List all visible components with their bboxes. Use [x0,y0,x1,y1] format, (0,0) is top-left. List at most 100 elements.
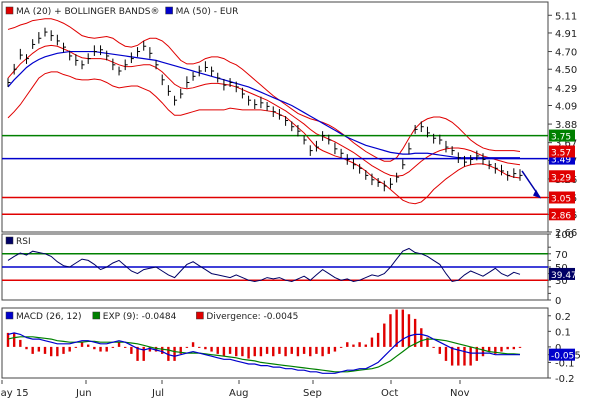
divergence-bar [302,346,306,354]
divergence-bar [111,346,115,348]
price-badge-bg [549,170,575,183]
level-badge-bg [549,208,575,221]
divergence-bar [284,346,287,357]
divergence-bar [333,346,337,352]
macd-tick-label: -0.2 [555,374,575,385]
level-badge-bg [549,129,575,142]
x-tick-label: Oct [381,388,398,399]
x-tick-label: May 15 [0,388,29,399]
level-badge-text: 3.05 [551,195,571,205]
x-axis: May 15 Jun Jul Aug Sep Oct Nov [0,380,470,399]
macd-tick-label: 0.2 [555,312,571,323]
divergence-bar [49,346,53,357]
divergence-bar [457,346,460,366]
divergence-bar [401,309,404,347]
divergence-bar [290,346,293,354]
price-tick-label: 5.11 [555,11,577,22]
x-tick-label: Jun [75,388,92,399]
divergence-bar [37,346,41,352]
divergence-bar [309,346,312,357]
divergence-bar [352,344,355,347]
divergence-bar [420,328,423,347]
trend-arrow-head [533,189,541,199]
macd-legend-bg [4,309,304,320]
divergence-bar [265,346,269,354]
divergence-bar [512,346,516,350]
macd-tick-label: 0.1 [555,327,571,338]
divergence-bar [494,346,497,354]
divergence-bar [6,332,10,347]
x-tick-label: Aug [229,388,249,399]
divergence-bar [62,346,65,354]
divergence-bar [376,332,380,347]
divergence-bar [167,346,170,361]
price-panel: 5.114.914.704.504.294.093.883.673.473.26… [1,1,577,239]
price-tick-label: 3.67 [555,139,577,150]
divergence-bar [136,346,139,361]
price-tick-label: 4.91 [555,29,577,40]
price-badge-text: 3.57 [551,149,571,159]
price-tick-label: 4.09 [555,102,577,113]
divergence-bar [426,337,429,347]
divergence-bar [43,346,47,354]
macd-legend-label: EXP (9): -0.0484 [103,312,177,322]
divergence-bar [413,318,417,347]
divergence-bar [12,332,16,347]
rsi-tick-label: 0 [555,296,561,307]
divergence-bar [142,346,145,361]
price-tick-label: 4.29 [555,84,577,95]
level-badge-text: 3.49 [551,156,571,166]
ma20-line [7,44,521,177]
divergence-bar [25,346,28,350]
divergence-bar [235,346,238,357]
divergence-bar [278,346,281,354]
divergence-bar [395,309,398,347]
divergence-bar [68,346,71,352]
x-tick-label: Nov [450,388,470,399]
divergence-bar [185,346,189,348]
divergence-bar [475,346,479,361]
price-tick-label: 2.66 [555,228,577,239]
divergence-bar [383,323,386,347]
divergence-bar [259,346,263,357]
divergence-bar [210,346,213,352]
divergence-bar [321,346,324,357]
divergence-bar [198,346,201,348]
divergence-bar [389,314,392,347]
divergence-bar [124,346,127,348]
macd-legend-swatch [92,311,101,320]
divergence-bar [31,346,34,354]
x-tick-label: Sep [303,388,322,399]
ma50-line [7,50,520,159]
divergence-bar [99,346,102,352]
divergence-bar [148,346,152,352]
divergence-bar [130,346,133,354]
divergence-bar [247,346,250,359]
macd-legend-swatch [196,311,204,320]
rsi-level-label: 70 [555,250,568,261]
bollinger-lower-line [7,71,521,205]
divergence-bar [450,346,454,366]
divergence-bar [346,342,349,347]
macd-legend-swatch [5,311,14,320]
macd-current-badge-bg [549,348,575,361]
price-legend-swatch [5,6,14,15]
divergence-bar [74,346,78,348]
level-badge-text: 3.75 [551,133,571,143]
divergence-bar [339,346,343,348]
macd-current-badge-text: -0.05 [551,352,574,362]
rsi-current-badge-text: 39.47 [551,271,577,281]
level-badge-bg [549,191,575,204]
rsi-tick-label: 100 [555,230,574,241]
divergence-bar [296,346,300,357]
rsi-legend-swatch [5,236,14,245]
price-badge-bg [549,145,575,158]
divergence-bar [358,342,361,347]
divergence-bar [19,339,22,347]
divergence-bar [154,346,158,352]
rsi-line [7,247,521,283]
divergence-bar [327,346,330,354]
rsi-level-label: 30 [555,276,568,287]
